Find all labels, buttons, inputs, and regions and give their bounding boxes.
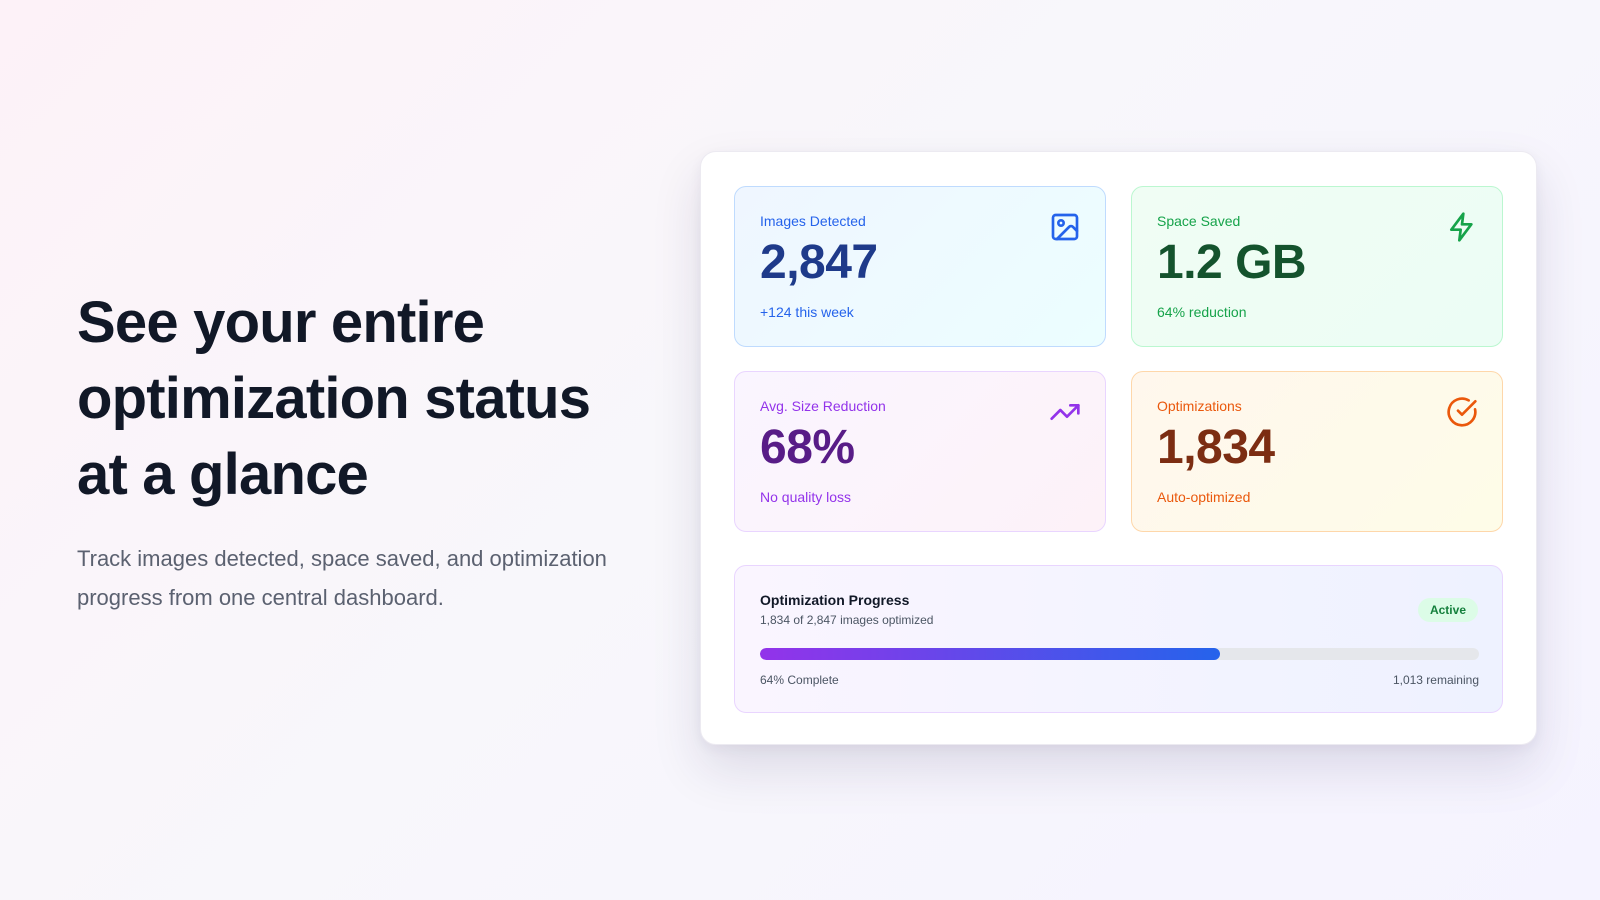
card-value: 1,834 <box>1157 421 1275 474</box>
progress-complete-label: 64% Complete <box>760 673 839 687</box>
card-value: 68% <box>760 421 855 474</box>
image-icon <box>1049 211 1081 243</box>
card-subtext: No quality loss <box>760 489 852 505</box>
card-label: Space Saved <box>1157 213 1241 229</box>
card-value: 1.2 GB <box>1157 236 1307 289</box>
images-detected-card: Images Detected 2,847 +124 this week <box>734 186 1106 347</box>
status-badge: Active <box>1417 598 1478 622</box>
trending-up-icon <box>1049 396 1081 428</box>
progress-footer: 64% Complete 1,013 remaining <box>760 672 1479 688</box>
optimizations-card: Optimizations 1,834 Auto-optimized <box>1131 371 1503 532</box>
progress-remaining-label: 1,013 remaining <box>1392 673 1479 687</box>
hero-description: Track images detected, space saved, and … <box>77 546 607 610</box>
dashboard-panel: Images Detected 2,847 +124 this week Spa… <box>700 151 1537 745</box>
avg-size-reduction-card: Avg. Size Reduction 68% No quality loss <box>734 371 1106 532</box>
card-label: Optimizations <box>1157 398 1242 414</box>
hero-title: See your entire optimization status at a… <box>77 290 591 507</box>
progress-title: Optimization Progress <box>760 592 910 608</box>
card-subtext: 64% reduction <box>1157 304 1247 320</box>
space-saved-card: Space Saved 1.2 GB 64% reduction <box>1131 186 1503 347</box>
progress-bar-fill <box>760 648 1221 660</box>
card-label: Avg. Size Reduction <box>760 398 886 414</box>
card-subtext: Auto-optimized <box>1157 489 1251 505</box>
card-value: 2,847 <box>760 236 878 289</box>
progress-bar <box>760 648 1479 660</box>
progress-subtitle: 1,834 of 2,847 images optimized <box>760 613 934 627</box>
hero-section: See your entire optimization status at a… <box>77 285 637 617</box>
card-subtext: +124 this week <box>760 304 854 320</box>
lightning-icon <box>1446 211 1478 243</box>
optimization-progress-card: Optimization Progress 1,834 of 2,847 ima… <box>734 565 1503 713</box>
card-label: Images Detected <box>760 213 866 229</box>
check-circle-icon <box>1446 396 1478 428</box>
